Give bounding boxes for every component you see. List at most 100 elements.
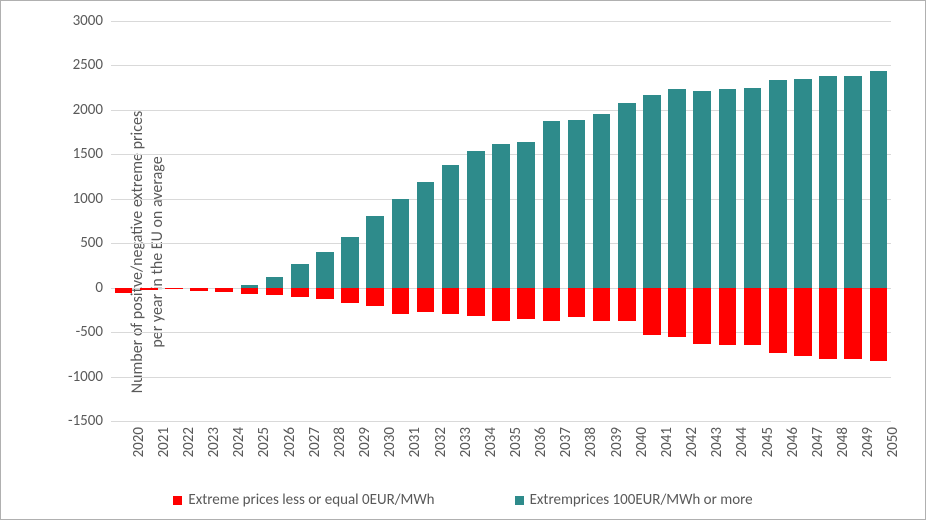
bar-negative [366,288,384,307]
bar-positive [693,91,711,287]
legend-item-positive: Extremprices 100EUR/MWh or more [515,491,753,509]
bar-negative [744,288,762,346]
x-tick-label: 2042 [683,427,701,457]
y-tick-label: 500 [80,234,103,252]
bar-positive [543,121,561,287]
x-tick-label: 2035 [507,427,525,457]
x-tick-label: 2027 [306,427,324,457]
bar-positive [794,79,812,288]
bar-negative [492,288,510,322]
x-tick-label: 2049 [859,427,877,457]
x-tick-label: 2045 [759,427,777,457]
x-tick-label: 2039 [608,427,626,457]
y-tick-label: -1000 [68,368,103,386]
y-tick-label: 3000 [73,12,103,30]
bar-positive [769,80,787,288]
bar-negative [870,288,888,362]
bar-positive [668,89,686,288]
bar-positive [366,216,384,288]
legend-swatch-positive [515,496,524,505]
gridline [111,21,891,22]
bar-positive [392,199,410,288]
gridline [111,377,891,378]
bar-positive [291,264,309,288]
bar-positive [719,89,737,287]
x-tick-label: 2038 [582,427,600,457]
legend: Extreme prices less or equal 0EUR/MWh Ex… [1,491,925,509]
bar-negative [115,288,133,293]
gridline [111,65,891,66]
bar-negative [844,288,862,359]
bar-negative [241,288,259,294]
legend-label-positive: Extremprices 100EUR/MWh or more [530,491,753,509]
x-tick-label: 2046 [784,427,802,457]
bar-positive [417,182,435,288]
bar-negative [392,288,410,315]
y-tick-label: 2500 [73,56,103,74]
bar-negative [417,288,435,312]
x-tick-label: 2023 [205,427,223,457]
bar-negative [543,288,561,322]
x-tick-label: 2034 [482,427,500,457]
x-tick-label: 2028 [331,427,349,457]
bar-negative [140,288,158,291]
bar-negative [568,288,586,317]
x-tick-label: 2032 [432,427,450,457]
x-tick-label: 2044 [733,427,751,457]
legend-item-negative: Extreme prices less or equal 0EUR/MWh [173,491,434,509]
x-tick-label: 2025 [255,427,273,457]
x-tick-label: 2033 [457,427,475,457]
chart-container: Number of positve/negative extreme price… [0,0,926,520]
bar-positive [593,114,611,287]
bar-negative [643,288,661,335]
bar-positive [241,285,259,288]
bar-positive [618,103,636,288]
bar-negative [794,288,812,356]
bar-positive [568,120,586,288]
y-tick-label: 1000 [73,190,103,208]
bar-negative [341,288,359,303]
y-tick-label: -1500 [68,412,103,430]
bar-negative [215,288,233,292]
x-tick-label: 2030 [381,427,399,457]
bar-negative [769,288,787,354]
bar-negative [618,288,636,321]
bar-positive [316,252,334,288]
x-tick-label: 2022 [180,427,198,457]
x-tick-label: 2036 [532,427,550,457]
bar-negative [593,288,611,322]
x-tick-label: 2041 [658,427,676,457]
bar-positive [643,95,661,288]
bar-negative [266,288,284,295]
gridline [111,421,891,422]
x-tick-label: 2026 [281,427,299,457]
bar-negative [467,288,485,316]
x-tick-label: 2040 [633,427,651,457]
bar-positive [467,151,485,288]
x-tick-label: 2047 [809,427,827,457]
bar-negative [165,288,183,290]
bar-positive [819,76,837,288]
legend-label-negative: Extreme prices less or equal 0EUR/MWh [188,491,434,509]
x-tick-label: 2020 [130,427,148,457]
bar-negative [442,288,460,315]
bar-positive [266,277,284,288]
y-tick-label: 2000 [73,101,103,119]
bar-positive [517,142,535,288]
bar-negative [819,288,837,359]
bar-positive [442,165,460,288]
y-tick-label: 0 [95,279,103,297]
bar-positive [341,237,359,288]
bar-negative [719,288,737,345]
bar-negative [190,288,208,292]
x-tick-label: 2031 [406,427,424,457]
bar-positive [844,76,862,288]
legend-swatch-negative [173,496,182,505]
y-tick-label: -500 [76,323,103,341]
x-tick-label: 2037 [557,427,575,457]
bar-negative [316,288,334,300]
x-tick-label: 2050 [884,427,902,457]
x-tick-label: 2043 [708,427,726,457]
x-tick-label: 2024 [230,427,248,457]
plot-area: -1500-1000-50005001000150020002500300020… [111,21,891,421]
